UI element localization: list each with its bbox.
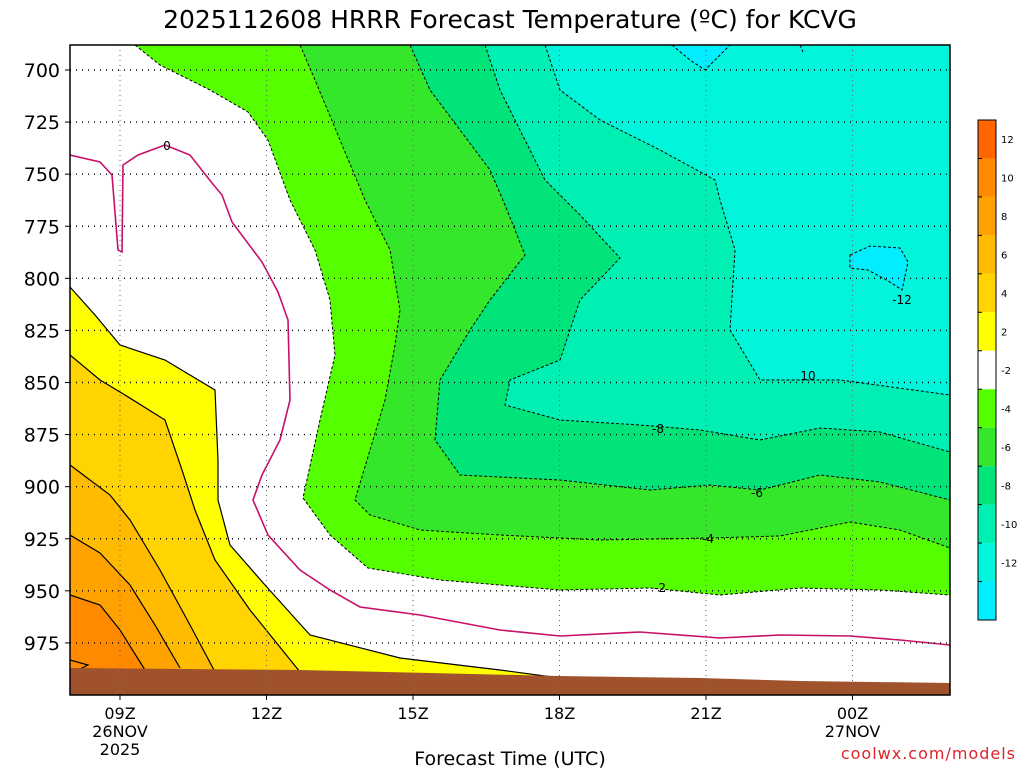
grid xyxy=(70,45,950,695)
y-tick-label: 850 xyxy=(24,373,60,395)
colorbar-label: 10 xyxy=(1001,174,1014,185)
credit-text: coolwx.com/models xyxy=(841,744,1016,763)
contour-minus2 xyxy=(134,45,950,596)
colorbar-swatch xyxy=(978,427,996,467)
colorbar-swatch xyxy=(978,120,996,159)
contour-label-minus12: -12 xyxy=(892,293,912,307)
plot-area xyxy=(70,45,950,695)
contour-label-0: 0 xyxy=(163,139,171,153)
colorbar-label: -8 xyxy=(1001,481,1011,492)
y-tick-label: 925 xyxy=(24,529,60,551)
contour-minus6 xyxy=(409,45,950,501)
y-tick-label: 775 xyxy=(24,216,60,238)
colorbar-swatch xyxy=(978,504,996,544)
x-tick-label: 00Z xyxy=(837,704,868,723)
colorbar-label: -10 xyxy=(1001,520,1017,531)
terrain xyxy=(70,668,950,695)
colorbar-label: 2 xyxy=(1001,328,1007,339)
colorbar: 12 10 8 6 4 2 -2 -4 -6 -8 -10 -12 xyxy=(977,119,1017,621)
y-tick-label: 975 xyxy=(24,633,60,655)
colorbar-label: -4 xyxy=(1001,404,1011,415)
x-tick-label: 21Z xyxy=(690,704,721,723)
contour-minus10 xyxy=(544,45,950,396)
colorbar-swatch xyxy=(978,273,996,313)
y-tick-label: 950 xyxy=(24,581,60,603)
y-axis: 700 725 750 775 800 825 850 875 900 925 950 975 xyxy=(24,60,70,655)
contour-minus8 xyxy=(484,45,950,453)
region-plus2-minus2 xyxy=(70,45,950,695)
colorbar-label: 6 xyxy=(1001,251,1007,262)
contour-zero xyxy=(70,144,950,646)
x-tick-label: 09Z xyxy=(104,704,135,723)
x-axis-label: Forecast Time (UTC) xyxy=(414,748,605,768)
x-tick-label: 12Z xyxy=(251,704,282,723)
colorbar-label: 4 xyxy=(1001,289,1007,300)
negative-contours xyxy=(134,45,950,596)
colorbar-label: -6 xyxy=(1001,443,1011,454)
colorbar-swatch xyxy=(978,350,996,390)
x-tick-label: 18Z xyxy=(544,704,575,723)
contour-label-10: 10 xyxy=(800,369,815,383)
contour-minus12-tick xyxy=(799,45,804,53)
contour-plus6 xyxy=(70,464,216,673)
chart-title: 2025112608 HRRR Forecast Temperature (ºC… xyxy=(163,5,857,34)
colorbar-swatch xyxy=(978,235,996,274)
y-tick-label: 750 xyxy=(24,164,60,186)
colorbar-label: 12 xyxy=(1001,135,1014,146)
x-tick-year: 2025 xyxy=(100,740,141,759)
y-tick-label: 875 xyxy=(24,425,60,447)
colorbar-swatch xyxy=(978,312,996,351)
colorbar-swatch xyxy=(978,581,996,620)
region-minus12-top xyxy=(671,45,731,71)
region-plus10-plus12 xyxy=(70,595,145,690)
contour-plus10 xyxy=(70,594,146,671)
colorbar-swatch xyxy=(978,543,996,582)
colorbar-swatch xyxy=(978,158,996,197)
colorbar-swatch xyxy=(978,196,996,236)
colorbar-swatch xyxy=(978,389,996,428)
contour-plus8 xyxy=(70,534,181,669)
x-tick-date: 26NOV xyxy=(92,722,148,741)
x-tick-date: 27NOV xyxy=(825,722,881,741)
y-tick-label: 800 xyxy=(24,268,60,290)
contour-label-minus4: -4 xyxy=(702,532,714,546)
y-tick-label: 700 xyxy=(24,60,60,82)
y-tick-label: 825 xyxy=(24,320,60,342)
contour-plus4 xyxy=(70,354,301,673)
contour-label-minus2: -2 xyxy=(654,581,666,595)
colorbar-label: 8 xyxy=(1001,212,1007,223)
y-tick-label: 900 xyxy=(24,477,60,499)
colorbar-label: -12 xyxy=(1001,558,1017,569)
colorbar-frame xyxy=(977,119,997,621)
contour-label-minus8: -8 xyxy=(652,422,664,436)
contour-labels: 0 -2 -4 -6 -8 10 -12 xyxy=(163,139,912,595)
contour-minus4 xyxy=(299,45,950,549)
contour-label-minus6: -6 xyxy=(751,486,763,500)
colorbar-label: -2 xyxy=(1001,366,1011,377)
x-tick-label: 15Z xyxy=(397,704,428,723)
region-minus12-pocket xyxy=(849,245,909,291)
y-tick-label: 725 xyxy=(24,112,60,134)
plot-frame xyxy=(69,44,951,696)
colorbar-swatch xyxy=(978,466,996,505)
contour-plus12 xyxy=(70,659,90,670)
